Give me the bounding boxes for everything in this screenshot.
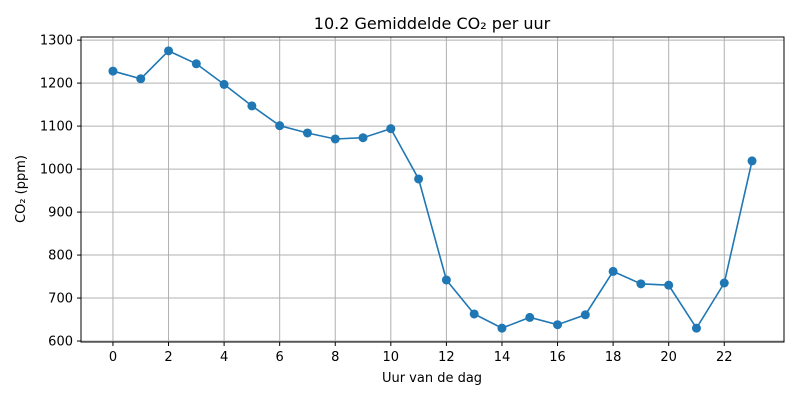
y-tick-label: 1200 — [40, 77, 73, 92]
x-tick-label: 14 — [494, 350, 511, 365]
x-tick-label: 18 — [605, 350, 622, 365]
data-point — [414, 174, 424, 184]
plot-frame — [80, 36, 785, 343]
series-line — [112, 49, 753, 330]
data-point — [691, 323, 701, 333]
y-tick-label: 600 — [48, 335, 73, 350]
x-tick-label: 10 — [383, 350, 400, 365]
data-point — [358, 133, 368, 143]
x-tick-label: 12 — [438, 350, 455, 365]
data-point — [386, 124, 396, 134]
data-point — [719, 278, 729, 288]
data-point — [580, 310, 590, 320]
x-tick-label: 6 — [276, 350, 284, 365]
data-point — [636, 279, 646, 289]
y-tick-label: 900 — [48, 206, 73, 221]
data-series — [108, 46, 757, 333]
data-point — [747, 156, 757, 166]
y-axis-label: CO₂ (ppm) — [14, 155, 29, 223]
data-point — [164, 46, 174, 56]
chart-title: 10.2 Gemiddelde CO₂ per uur — [314, 14, 551, 33]
data-point — [191, 59, 201, 69]
x-tick-label: 22 — [716, 350, 733, 365]
x-tick-label: 4 — [220, 350, 228, 365]
x-tick-label: 0 — [109, 350, 117, 365]
axis-ticks: 0 2 4 6 8 10 12 14 16 18 20 22 600 700 800 900 1000 1100 1… — [40, 34, 733, 365]
data-point — [136, 74, 146, 84]
x-tick-label: 16 — [549, 350, 566, 365]
y-tick-label: 800 — [48, 249, 73, 264]
data-point — [441, 275, 451, 285]
data-point — [219, 79, 229, 89]
data-point — [664, 280, 674, 290]
y-tick-label: 700 — [48, 292, 73, 307]
grid — [81, 37, 784, 342]
x-tick-label: 8 — [331, 350, 339, 365]
data-point — [302, 128, 312, 138]
data-point — [330, 134, 340, 144]
x-tick-label: 2 — [164, 350, 172, 365]
y-tick-label: 1300 — [40, 34, 73, 49]
data-point — [525, 312, 535, 322]
y-tick-label: 1000 — [40, 163, 73, 178]
data-point — [553, 320, 563, 330]
x-axis-label: Uur van de dag — [382, 371, 482, 386]
data-point — [108, 66, 118, 76]
data-point — [608, 266, 618, 276]
data-point — [469, 309, 479, 319]
data-point — [497, 323, 507, 333]
y-tick-label: 1100 — [40, 120, 73, 135]
data-point — [275, 121, 285, 131]
data-point — [247, 101, 257, 111]
x-tick-label: 20 — [660, 350, 677, 365]
